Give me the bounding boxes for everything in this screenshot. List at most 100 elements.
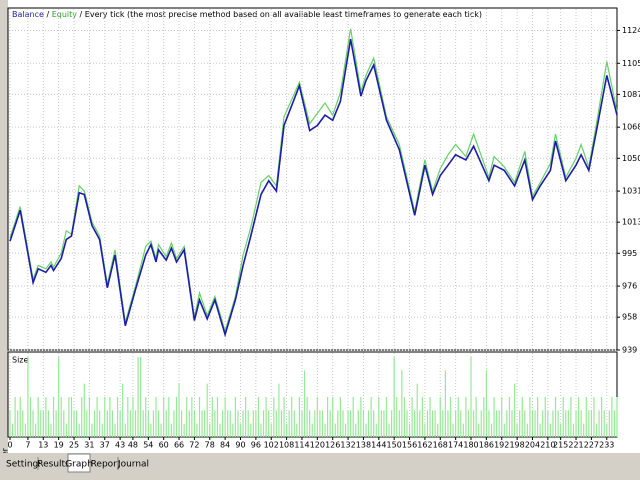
size-bar xyxy=(534,410,536,437)
tab-label[interactable]: Report xyxy=(91,460,121,470)
size-bar xyxy=(81,397,83,437)
size-bar xyxy=(380,410,382,437)
size-bar xyxy=(70,397,73,437)
size-bar xyxy=(426,410,429,437)
size-bar xyxy=(219,423,221,437)
size-bar xyxy=(209,423,211,437)
size-bar xyxy=(227,410,229,437)
size-bar xyxy=(224,397,226,437)
size-bar xyxy=(552,410,554,437)
x-tick-label: 72 xyxy=(189,441,199,450)
size-bar xyxy=(234,397,236,437)
tab-label[interactable]: Graph xyxy=(65,460,93,470)
size-bar xyxy=(590,410,592,437)
size-bar xyxy=(455,410,457,437)
size-bar xyxy=(270,423,272,437)
size-bar xyxy=(554,397,557,437)
size-bar xyxy=(429,397,431,437)
size-bar xyxy=(595,423,598,437)
size-bar xyxy=(134,410,137,437)
size-bar xyxy=(106,410,108,437)
size-bar xyxy=(73,410,75,437)
size-bar xyxy=(37,397,39,437)
size-bar xyxy=(583,423,585,437)
x-tick-label: 174 xyxy=(448,441,463,450)
size-bar xyxy=(237,410,239,437)
tab-label[interactable]: Results xyxy=(37,460,70,470)
tab-label[interactable]: Journal xyxy=(117,460,149,470)
size-bar xyxy=(306,397,308,437)
size-bar xyxy=(480,410,482,437)
x-tick-label: 162 xyxy=(417,441,432,450)
x-tick-label: 132 xyxy=(340,441,355,450)
size-bar xyxy=(286,423,288,437)
size-bar xyxy=(519,410,521,437)
size-bar xyxy=(309,410,311,437)
size-bar xyxy=(424,423,426,437)
legend-balance: Balance xyxy=(12,10,44,19)
size-bar xyxy=(511,410,513,437)
size-bar xyxy=(503,423,505,437)
size-bar xyxy=(214,410,216,437)
size-bar xyxy=(163,397,165,437)
x-tick-label: 114 xyxy=(294,441,309,450)
size-bar xyxy=(188,410,190,437)
size-bar xyxy=(508,397,511,437)
tab-label[interactable]: Settings xyxy=(6,460,43,470)
size-bar xyxy=(116,397,119,437)
y-tick-label: 958 xyxy=(622,313,637,322)
x-tick-label: 43 xyxy=(115,441,125,450)
x-tick-label: 0 xyxy=(7,441,12,450)
size-bar xyxy=(542,410,544,437)
size-bar xyxy=(513,383,516,437)
size-bar xyxy=(157,410,160,437)
size-bar xyxy=(193,410,196,437)
size-bar xyxy=(378,397,380,437)
size-bar xyxy=(111,410,114,437)
size-bar xyxy=(152,410,155,437)
x-tick-label: 66 xyxy=(174,441,184,450)
size-bar xyxy=(170,423,172,437)
size-bar xyxy=(431,410,434,437)
size-bar xyxy=(467,410,470,437)
size-bar xyxy=(339,397,341,437)
size-bar xyxy=(145,397,147,437)
size-bar xyxy=(608,410,610,437)
x-tick-label: 150 xyxy=(387,441,402,450)
tab xyxy=(120,456,147,471)
size-bar xyxy=(96,397,98,437)
size-bar xyxy=(137,357,139,437)
size-bar xyxy=(88,397,90,437)
size-bar xyxy=(11,423,14,437)
size-bar xyxy=(498,410,500,437)
size-bar xyxy=(114,423,116,437)
size-bar xyxy=(562,397,564,437)
size-bar xyxy=(68,397,70,437)
size-bar xyxy=(516,423,518,437)
x-tick-label: 60 xyxy=(159,441,169,450)
x-tick-label: 156 xyxy=(402,441,417,450)
subtitle: Every tick (the most precise method base… xyxy=(85,10,482,19)
size-bar xyxy=(265,397,267,437)
size-bar xyxy=(537,397,539,437)
size-bar xyxy=(42,410,44,437)
size-bar xyxy=(388,423,390,437)
size-bar xyxy=(278,383,280,437)
size-bar xyxy=(221,410,224,437)
size-bar xyxy=(416,383,418,437)
size-bar xyxy=(283,397,285,437)
x-tick-label: 96 xyxy=(251,441,261,450)
size-bar xyxy=(478,423,480,437)
size-bar xyxy=(560,423,562,437)
size-bar xyxy=(268,410,270,437)
size-bar xyxy=(601,397,603,437)
size-bar xyxy=(160,423,162,437)
size-bar xyxy=(293,410,295,437)
size-bar xyxy=(50,423,52,437)
size-bar xyxy=(362,410,365,437)
size-bar xyxy=(598,410,600,437)
size-bar xyxy=(129,410,131,437)
x-tick-label: 227 xyxy=(584,441,599,450)
side-strip xyxy=(0,0,8,480)
